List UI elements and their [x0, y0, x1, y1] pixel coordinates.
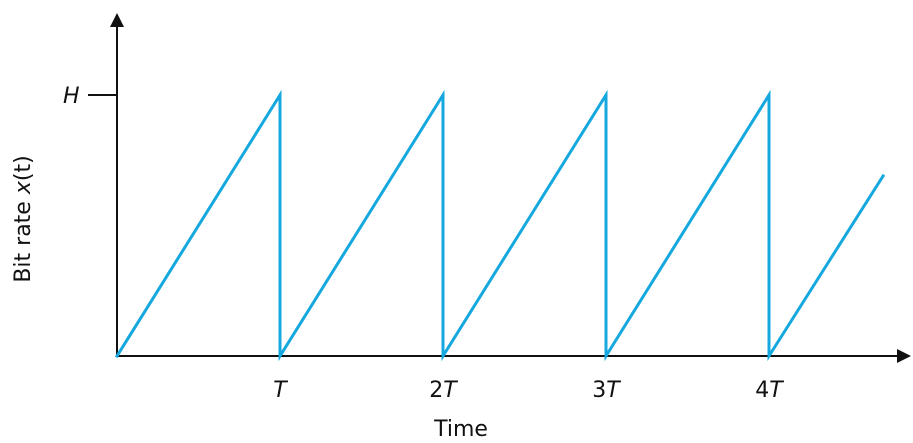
y-tick-group: H — [63, 84, 117, 109]
series-group — [114, 89, 886, 362]
x-tick-label: T — [273, 378, 288, 403]
x-tick-label: 4T — [755, 378, 784, 403]
x-tick-label: 3T — [592, 378, 621, 403]
y-tick-label-h: H — [63, 84, 80, 109]
bitrate-series-line — [114, 89, 886, 362]
x-tick-label: 2T — [429, 378, 458, 403]
x-tick-group: T 2T 3T 4T — [273, 378, 784, 403]
y-axis-label: Bit rate x(t) — [11, 155, 36, 282]
x-axis-label: Time — [433, 417, 488, 442]
